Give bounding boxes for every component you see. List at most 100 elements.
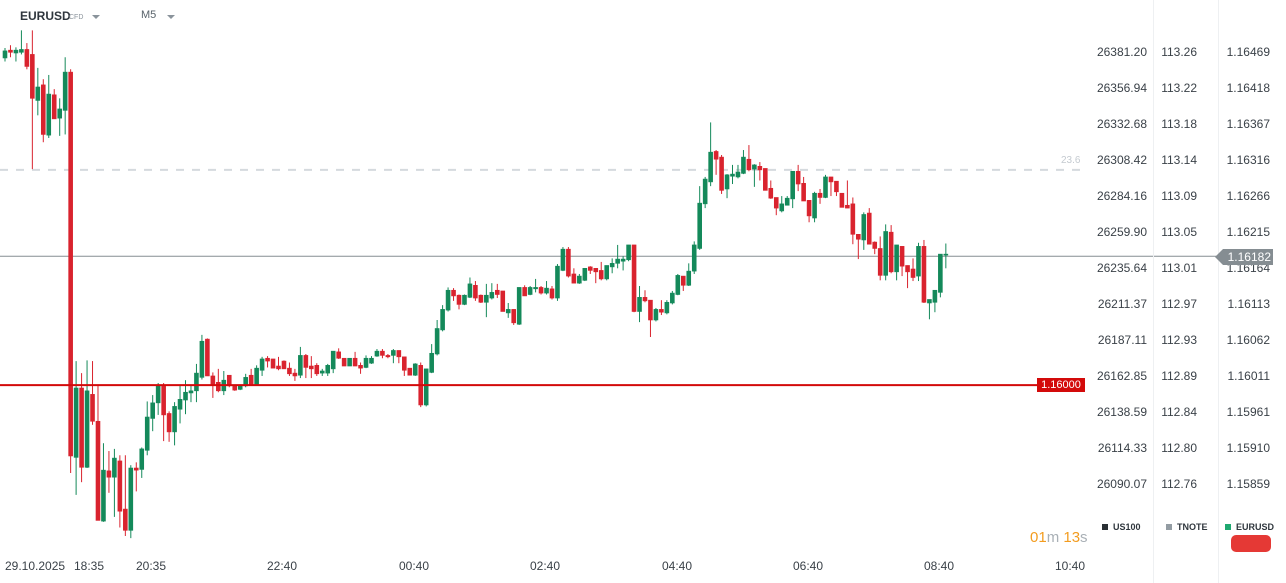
candle-bearish — [473, 284, 478, 299]
eurusd-axis-label: 1.16266 — [1226, 188, 1270, 203]
us100-axis-label: 26187.11 — [1097, 333, 1147, 348]
candle-bullish — [527, 287, 533, 295]
candle-bearish — [680, 275, 686, 286]
eurusd-color-swatch-icon — [1225, 524, 1231, 530]
tnote-axis-label: 113.22 — [1161, 81, 1197, 96]
candle-bearish — [659, 309, 664, 313]
timeframe-dropdown-chevron-icon[interactable] — [167, 15, 175, 19]
candle-bearish — [341, 357, 347, 367]
candle-bearish — [309, 365, 314, 370]
candle-bullish — [943, 253, 949, 256]
candle-bullish — [254, 367, 259, 385]
time-axis-label: 18:35 — [74, 559, 105, 573]
candle-bearish — [68, 71, 73, 457]
candle-bearish — [117, 460, 123, 512]
candle-bearish — [888, 231, 894, 273]
candle-bearish — [566, 248, 571, 277]
legend-tnote[interactable]: TNOTE — [1166, 522, 1208, 532]
candle-bullish — [155, 384, 161, 404]
candle-bullish — [73, 387, 79, 458]
time-axis-date: 29.10.2025 — [5, 559, 66, 573]
candle-bearish — [161, 384, 166, 416]
candle-bearish — [817, 192, 823, 198]
us100-axis-label: 26235.64 — [1096, 261, 1147, 275]
timer-minutes: 01 — [1030, 529, 1047, 546]
candle-bullish — [790, 170, 795, 200]
symbol-dropdown-chevron-icon[interactable] — [92, 15, 100, 19]
legend-label: EURUSD — [1236, 522, 1275, 532]
candle-countdown-timer: 01m 13s — [1030, 529, 1088, 546]
candle-bullish — [516, 287, 522, 325]
candle-bullish — [702, 178, 708, 205]
candle-bullish — [188, 390, 194, 394]
tnote-axis-label: 113.14 — [1161, 153, 1197, 168]
candle-bearish — [336, 351, 341, 359]
candle-bullish — [741, 156, 746, 174]
us100-axis-label: 26162.85 — [1096, 369, 1147, 384]
candle-bullish — [752, 164, 757, 170]
candle-bearish — [358, 365, 363, 369]
candle-bearish — [866, 212, 872, 245]
us100-axis-label: 26332.68 — [1096, 117, 1147, 132]
candle-bullish — [434, 328, 440, 355]
candle-bearish — [385, 355, 391, 358]
eurusd-action-button[interactable] — [1231, 535, 1271, 552]
candle-bullish — [128, 467, 134, 531]
candle-bearish — [478, 294, 484, 303]
candle-bearish — [648, 299, 653, 321]
candle-bullish — [927, 299, 932, 304]
eurusd-axis-label: 1.16113 — [1227, 297, 1271, 312]
candle-bearish — [51, 94, 57, 120]
candle-bearish — [587, 266, 593, 271]
current-price-tag: 1.16182 — [1215, 249, 1273, 265]
candle-bearish — [905, 265, 910, 273]
legend-us100[interactable]: US100 — [1102, 522, 1141, 532]
candle-bullish — [445, 289, 451, 311]
eurusd-axis-label: 1.16418 — [1226, 81, 1270, 96]
candle-bullish — [686, 270, 692, 286]
candle-bearish — [642, 297, 648, 302]
eurusd-axis-label: 1.15961 — [1226, 404, 1270, 419]
us100-axis-label: 26114.33 — [1097, 440, 1147, 455]
legend-label: US100 — [1113, 522, 1141, 532]
candle-bullish — [298, 355, 303, 376]
candle-bullish — [319, 370, 325, 374]
candle-bearish — [549, 288, 555, 299]
candle-bullish — [560, 248, 566, 271]
candle-bullish — [150, 402, 155, 419]
candle-bullish — [57, 108, 63, 119]
candle-bullish — [555, 265, 560, 299]
tnote-color-swatch-icon — [1166, 524, 1172, 530]
candle-bearish — [511, 309, 517, 324]
legend-eurusd[interactable]: EURUSD — [1225, 522, 1274, 532]
candle-bullish — [544, 287, 549, 294]
candle-bullish — [823, 176, 828, 198]
us100-color-swatch-icon — [1102, 524, 1108, 530]
symbol-selector[interactable]: EURUSD — [20, 9, 71, 23]
candle-bullish — [101, 469, 106, 522]
tnote-axis-label: 113.01 — [1161, 261, 1197, 275]
candle-bullish — [609, 263, 615, 268]
timeframe-selector[interactable]: M5 — [141, 9, 157, 21]
candle-bearish — [210, 375, 216, 386]
eurusd-axis-label: 1.16215 — [1226, 224, 1270, 239]
candle-bearish — [899, 246, 905, 267]
us100-axis-label: 26284.16 — [1096, 188, 1147, 203]
horizontal-line-price-label[interactable]: 1.16000 — [1037, 378, 1085, 393]
candle-bullish — [708, 151, 713, 183]
candle-bullish — [35, 86, 41, 101]
eurusd-axis-label: 1.16469 — [1226, 45, 1270, 59]
symbol-type-badge: CFD — [69, 14, 84, 21]
timer-minutes-unit: m — [1046, 529, 1060, 546]
candle-bearish — [166, 413, 172, 433]
candle-bearish — [232, 385, 238, 391]
candle-bullish — [467, 283, 473, 298]
candle-bearish — [292, 372, 298, 377]
axis-separator — [1218, 0, 1219, 583]
time-axis-label: 02:40 — [530, 559, 561, 573]
candle-bearish — [631, 244, 637, 312]
candle-bearish — [133, 467, 139, 471]
candle-bearish — [248, 374, 254, 386]
candle-bullish — [489, 292, 495, 299]
